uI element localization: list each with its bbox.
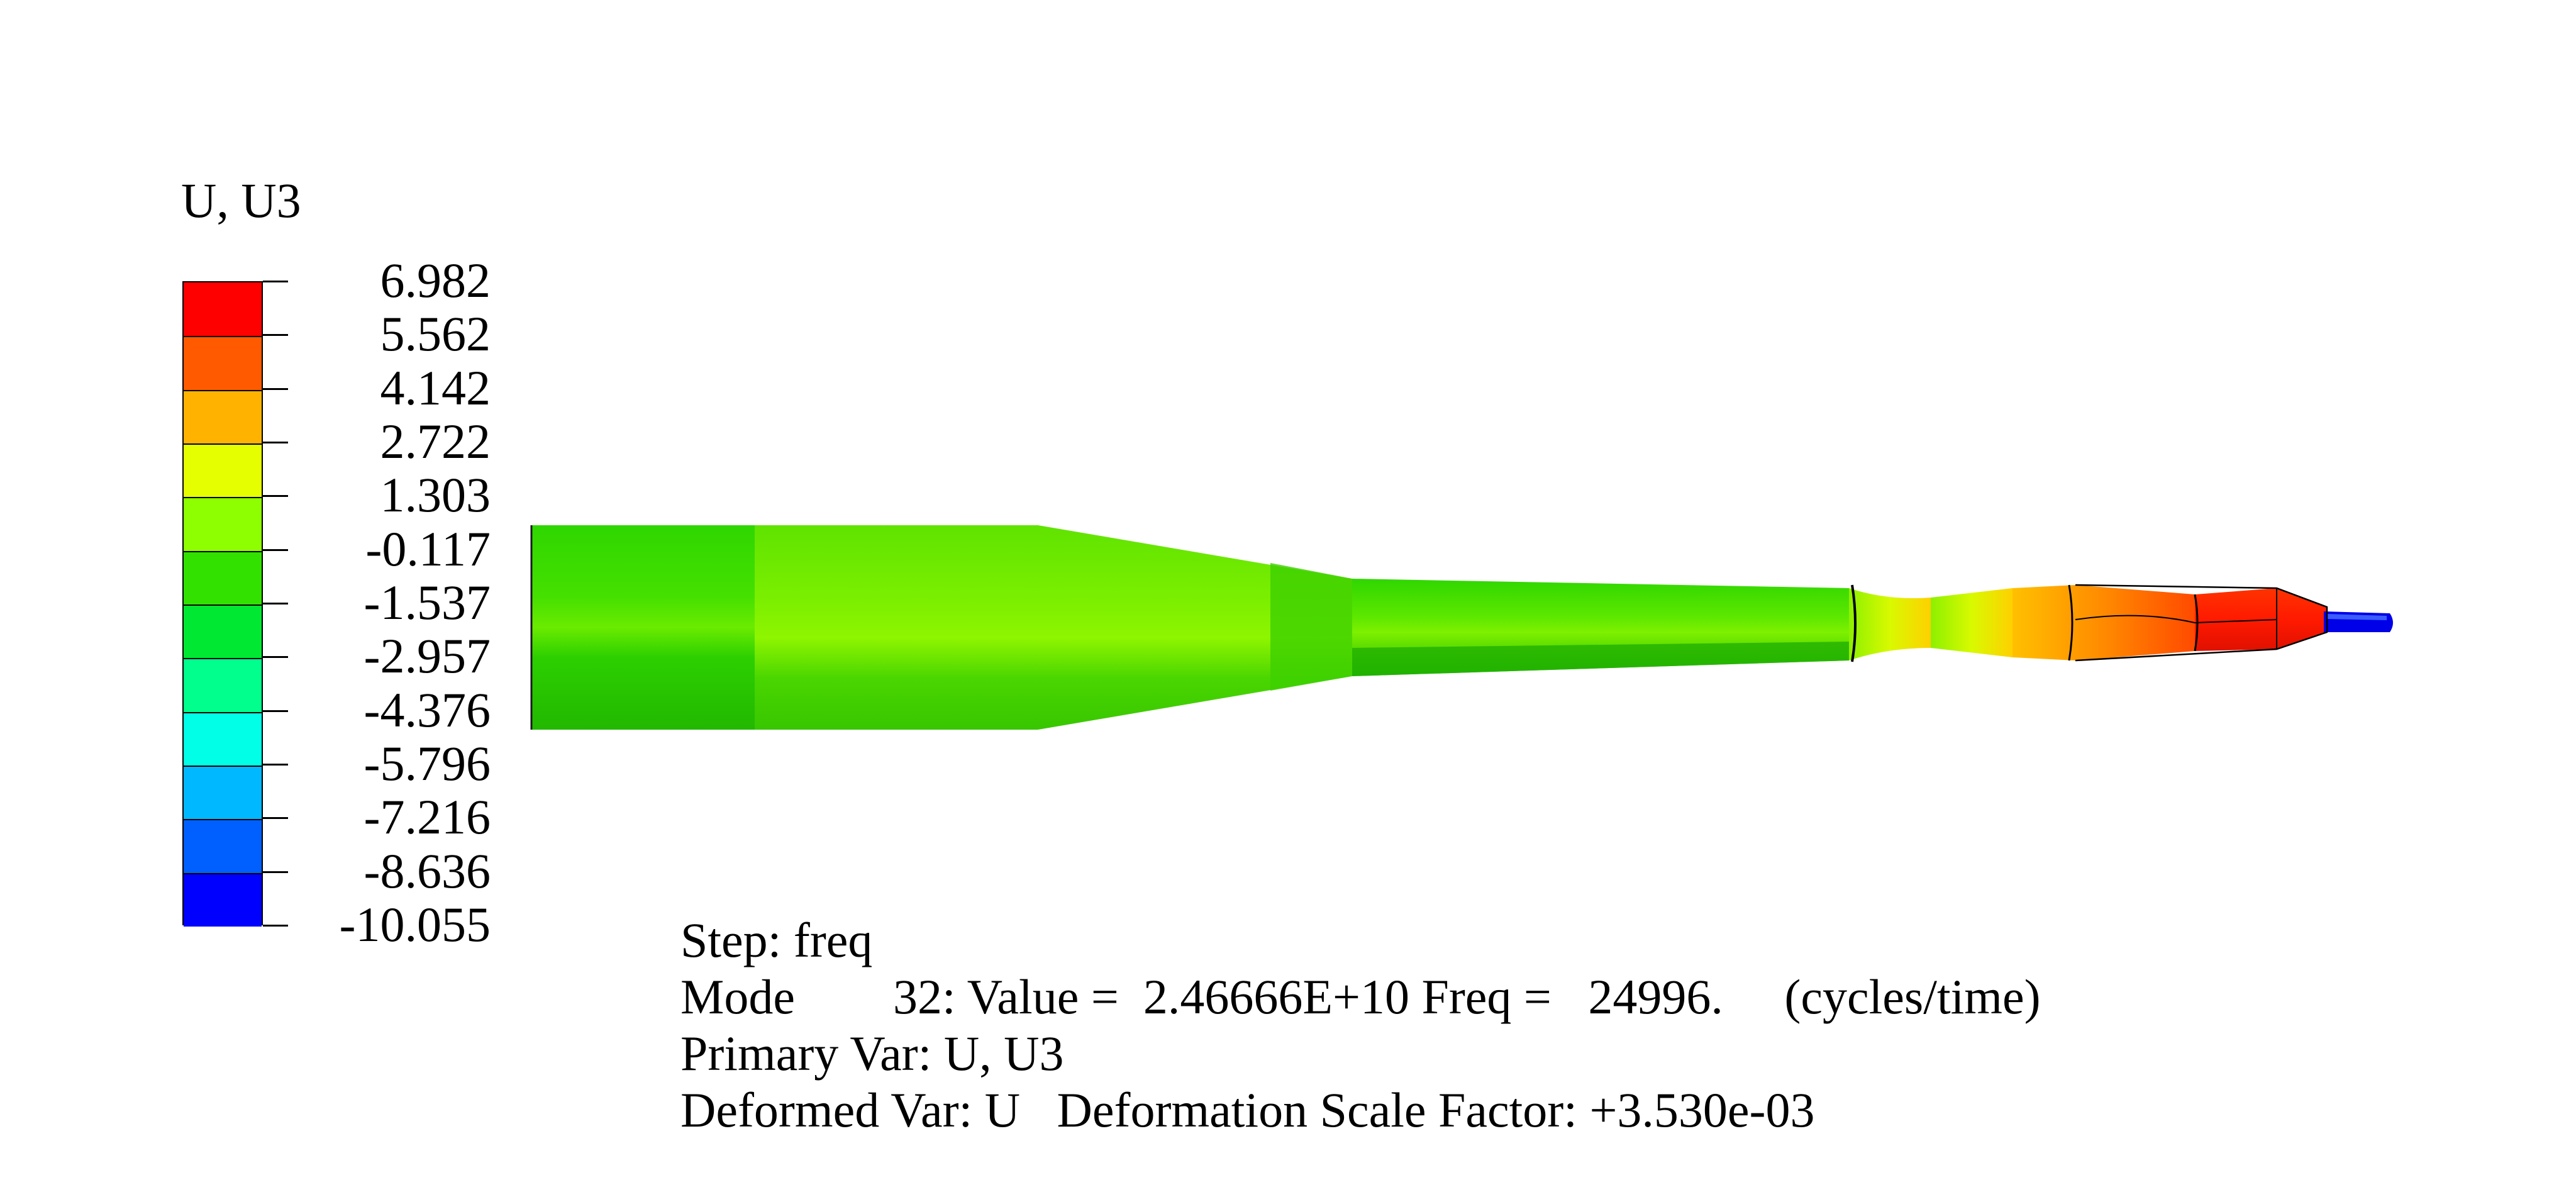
primary-var-text: Primary Var: U, U3 xyxy=(680,1026,1064,1081)
legend-label: -1.537 xyxy=(364,575,491,630)
legend-label: -4.376 xyxy=(364,682,491,737)
legend-tick xyxy=(263,442,288,443)
legend-label: -2.957 xyxy=(364,628,491,684)
legend-label: -10.055 xyxy=(339,897,491,952)
mode-text: Mode 32: Value = 2.46666E+10 Freq = 2499… xyxy=(680,969,2041,1024)
model-cylinder-section-2 xyxy=(755,525,1038,730)
model-tip-joint-line-1 xyxy=(2068,584,2074,661)
legend-tick xyxy=(263,281,288,282)
model-taper-dark xyxy=(1270,563,1352,691)
legend-swatch xyxy=(184,282,262,337)
legend-tick xyxy=(263,495,288,498)
legend-tick xyxy=(263,603,288,604)
legend-swatch xyxy=(184,711,262,766)
model-neck xyxy=(1849,588,1931,660)
legend-tick xyxy=(263,710,288,712)
legend-swatch xyxy=(184,550,262,604)
legend-label: 4.142 xyxy=(380,360,491,415)
legend-color-bar xyxy=(182,281,263,927)
legend-title: U, U3 xyxy=(181,173,301,228)
legend-swatch xyxy=(184,766,262,820)
model-shaft-dark-band xyxy=(1352,642,1849,676)
legend-tick xyxy=(263,549,288,551)
legend-label: 1.303 xyxy=(380,467,491,523)
legend-label: -8.636 xyxy=(364,843,491,898)
legend-tick xyxy=(263,817,288,820)
legend-label: -0.117 xyxy=(365,521,491,576)
legend-swatch xyxy=(184,443,262,498)
legend-tick xyxy=(263,334,288,337)
legend-swatch xyxy=(184,604,262,659)
legend-tick xyxy=(263,925,288,927)
legend-label: -7.216 xyxy=(364,789,491,845)
model-joint-line xyxy=(1851,584,1857,662)
legend-tick xyxy=(263,764,288,766)
legend-swatch xyxy=(184,336,262,390)
model-blue-highlight xyxy=(2327,614,2387,620)
legend-swatch xyxy=(184,497,262,551)
legend-swatch xyxy=(184,819,262,873)
model-tip-outline xyxy=(2075,584,2328,662)
deformed-var-text: Deformed Var: U Deformation Scale Factor… xyxy=(680,1083,1815,1137)
step-text: Step: freq xyxy=(680,913,873,967)
legend-tick xyxy=(263,871,288,873)
legend-label: 2.722 xyxy=(380,414,491,469)
legend-label: 5.562 xyxy=(380,306,491,362)
legend-swatch xyxy=(184,872,262,927)
legend-tick xyxy=(263,656,288,659)
legend-label: -5.796 xyxy=(364,736,491,791)
legend-swatch xyxy=(184,658,262,712)
model-tip-yellow xyxy=(1931,588,2012,657)
model-tip-inner-line xyxy=(2075,615,2277,624)
model-tip-orange xyxy=(2012,585,2195,660)
legend-tick xyxy=(263,387,288,390)
legend-swatch xyxy=(184,389,262,443)
model-large-cylinder xyxy=(531,525,755,730)
legend-label: 6.982 xyxy=(380,253,491,308)
